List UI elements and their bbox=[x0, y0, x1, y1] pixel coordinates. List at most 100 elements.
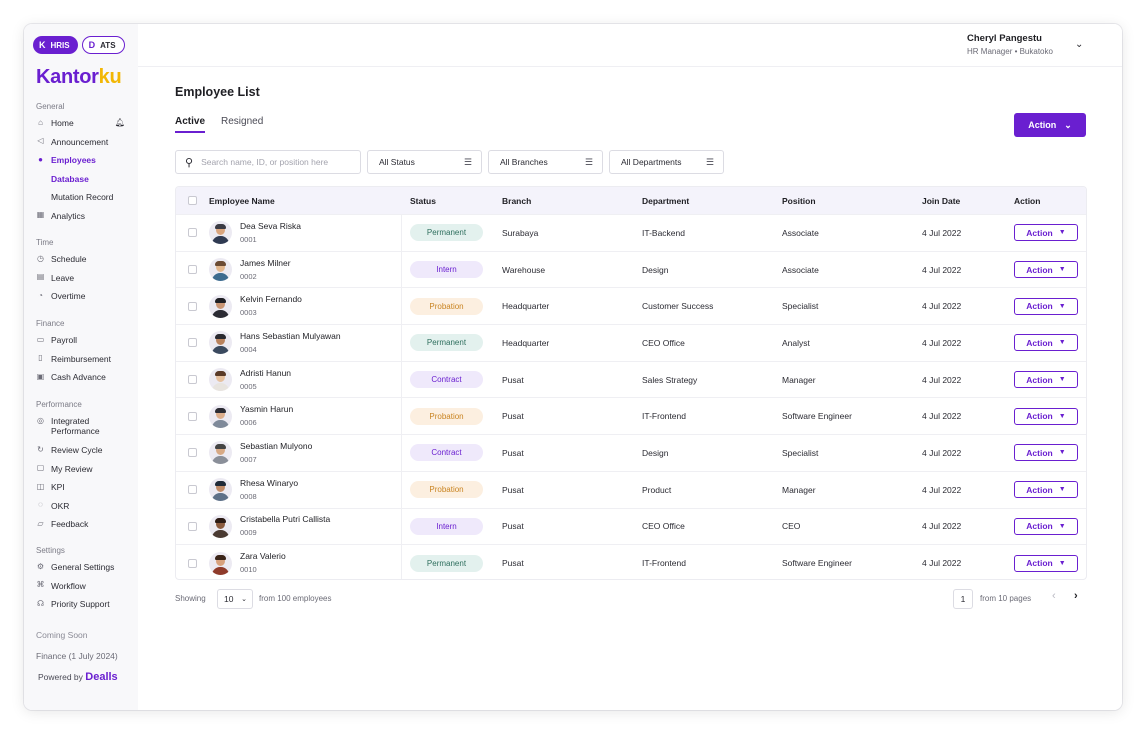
filter-status-dropdown[interactable]: All Status ☰ bbox=[367, 150, 482, 174]
hris-switch-button[interactable]: K HRIS bbox=[33, 36, 78, 54]
table-row[interactable]: Zara Valerio 0010 Permanent Pusat IT-Fro… bbox=[176, 544, 1086, 579]
select-all-checkbox[interactable] bbox=[188, 196, 197, 205]
row-checkbox[interactable] bbox=[188, 448, 197, 458]
row-checkbox[interactable] bbox=[188, 558, 197, 568]
tab-resigned[interactable]: Resigned bbox=[221, 116, 264, 127]
row-action-button[interactable]: Action ▼ bbox=[1014, 444, 1078, 462]
sidebar-item-mutation-record[interactable]: Mutation Record bbox=[24, 192, 138, 202]
sidebar-item-label: Cash Advance bbox=[51, 372, 106, 382]
row-action-button[interactable]: Action ▼ bbox=[1014, 371, 1078, 389]
sidebar-item-workflow[interactable]: ⌘ Workflow bbox=[24, 580, 138, 591]
sidebar-item-label: Schedule bbox=[51, 254, 87, 264]
current-page-input[interactable]: 1 bbox=[953, 589, 973, 609]
user-name[interactable]: Cheryl Pangestu bbox=[967, 33, 1042, 44]
notification-bell-icon[interactable]: 🔔︎ bbox=[114, 118, 125, 127]
row-action-button[interactable]: Action ▼ bbox=[1014, 224, 1078, 242]
sidebar-item-overtime[interactable]: ◔ Overtime bbox=[24, 291, 138, 302]
sidebar-item-home[interactable]: ⌂ Home 🔔︎ bbox=[24, 118, 138, 129]
employee-name: Dea Seva Riska bbox=[240, 220, 301, 231]
row-action-button[interactable]: Action ▼ bbox=[1014, 517, 1078, 535]
table-row[interactable]: Sebastian Mulyono 0007 Contract Pusat De… bbox=[176, 434, 1086, 471]
tab-active[interactable]: Active bbox=[175, 116, 206, 133]
sidebar-item-schedule[interactable]: ◷ Schedule bbox=[24, 254, 138, 265]
header-employee-name[interactable]: Employee Name bbox=[209, 195, 275, 206]
sidebar-item-general-settings[interactable]: ⚙ General Settings bbox=[24, 562, 138, 573]
row-checkbox[interactable] bbox=[188, 521, 197, 531]
sidebar-item-kpi[interactable]: ◫ KPI bbox=[24, 482, 138, 493]
filter-branches-dropdown[interactable]: All Branches ☰ bbox=[488, 150, 603, 174]
sidebar-item-reimbursement[interactable]: ▯ Reimbursement bbox=[24, 353, 138, 364]
sidebar-item-my-review[interactable]: ▢ My Review bbox=[24, 463, 138, 474]
sidebar-item-database[interactable]: Database bbox=[24, 174, 138, 184]
status-badge: Intern bbox=[410, 261, 483, 279]
row-action-label: Action bbox=[1026, 301, 1053, 312]
employee-cell[interactable]: Sebastian Mulyono 0007 bbox=[209, 441, 312, 465]
search-box[interactable]: ⚲ bbox=[175, 150, 361, 174]
ats-switch-button[interactable]: D ATS bbox=[81, 36, 125, 54]
receipt-icon: ▯ bbox=[38, 353, 43, 362]
row-action-button[interactable]: Action ▼ bbox=[1014, 297, 1078, 315]
action-button[interactable]: Action ⌄ bbox=[1014, 113, 1086, 137]
app-window: K HRIS D ATS Kantorku General ⌂ Home 🔔︎ ◁ A… bbox=[24, 24, 1122, 710]
showing-label: Showing bbox=[175, 594, 206, 603]
sidebar-item-cash-advance[interactable]: ▣ Cash Advance bbox=[24, 372, 138, 383]
table-row[interactable]: Kelvin Fernando 0003 Probation Headquart… bbox=[176, 287, 1086, 325]
header-status[interactable]: Status bbox=[410, 195, 436, 206]
table-row[interactable]: Cristabella Putri Callista 0009 Intern P… bbox=[176, 507, 1086, 545]
row-checkbox[interactable] bbox=[188, 265, 197, 275]
page-size-select[interactable]: 10 ⌄ bbox=[217, 589, 253, 609]
employee-cell[interactable]: Cristabella Putri Callista 0009 bbox=[209, 514, 330, 538]
sidebar-item-feedback[interactable]: ▱ Feedback bbox=[24, 519, 138, 530]
row-checkbox[interactable] bbox=[188, 375, 197, 385]
prev-page-icon[interactable]: ‹ bbox=[1052, 590, 1056, 602]
row-action-button[interactable]: Action ▼ bbox=[1014, 407, 1078, 425]
next-page-icon[interactable]: › bbox=[1074, 590, 1078, 602]
employee-cell[interactable]: Hans Sebastian Mulyawan 0004 bbox=[209, 331, 341, 355]
user-role: HR Manager • Bukatoko bbox=[967, 47, 1053, 56]
table-row[interactable]: Rhesa Winaryo 0008 Probation Pusat Produ… bbox=[176, 470, 1086, 508]
sidebar-item-priority-support[interactable]: ☊ Priority Support bbox=[24, 599, 138, 610]
group-title-settings: Settings bbox=[36, 546, 65, 555]
sidebar-item-okr[interactable]: ◌ OKR bbox=[24, 500, 138, 511]
row-checkbox[interactable] bbox=[188, 485, 197, 495]
employee-cell[interactable]: Yasmin Harun 0006 bbox=[209, 404, 293, 428]
row-action-button[interactable]: Action ▼ bbox=[1014, 481, 1078, 499]
sidebar-item-analytics[interactable]: ▦ Analytics bbox=[24, 210, 138, 221]
header-branch[interactable]: Branch bbox=[502, 195, 532, 206]
row-action-button[interactable]: Action ▼ bbox=[1014, 261, 1078, 279]
employee-cell[interactable]: Dea Seva Riska 0001 bbox=[209, 221, 301, 245]
chevron-down-icon[interactable]: ⌄ bbox=[1075, 39, 1084, 50]
department-cell: Product bbox=[642, 484, 672, 495]
sidebar-item-integrated-performance[interactable]: ◎ Integrated Performance bbox=[24, 416, 138, 437]
row-checkbox[interactable] bbox=[188, 301, 197, 311]
branch-cell: Pusat bbox=[502, 411, 524, 422]
header-join-date[interactable]: Join Date bbox=[922, 195, 961, 206]
employee-cell[interactable]: Zara Valerio 0010 bbox=[209, 551, 286, 575]
sidebar-item-payroll[interactable]: ▭ Payroll bbox=[24, 335, 138, 346]
row-action-button[interactable]: Action ▼ bbox=[1014, 334, 1078, 352]
sidebar-item-leave[interactable]: ▤ Leave bbox=[24, 272, 138, 283]
row-action-button[interactable]: Action ▼ bbox=[1014, 554, 1078, 572]
employee-cell[interactable]: Rhesa Winaryo 0008 bbox=[209, 478, 298, 502]
employee-cell[interactable]: Adristi Hanun 0005 bbox=[209, 368, 291, 392]
sidebar-item-review-cycle[interactable]: ↻ Review Cycle bbox=[24, 445, 138, 456]
table-row[interactable]: Adristi Hanun 0005 Contract Pusat Sales … bbox=[176, 360, 1086, 398]
table-row[interactable]: Hans Sebastian Mulyawan 0004 Permanent H… bbox=[176, 324, 1086, 361]
header-position[interactable]: Position bbox=[782, 195, 816, 206]
dealls-logo[interactable]: Dealls bbox=[85, 671, 118, 683]
row-checkbox[interactable] bbox=[188, 338, 197, 348]
row-checkbox[interactable] bbox=[188, 411, 197, 421]
sidebar-item-employees[interactable]: ● Employees bbox=[24, 155, 138, 166]
employee-cell[interactable]: Kelvin Fernando 0003 bbox=[209, 294, 302, 318]
filter-departments-dropdown[interactable]: All Departments ☰ bbox=[609, 150, 724, 174]
table-row[interactable]: Yasmin Harun 0006 Probation Pusat IT-Fro… bbox=[176, 397, 1086, 435]
filter-icon: ☰ bbox=[705, 156, 714, 167]
sidebar-item-announcement[interactable]: ◁ Announcement bbox=[24, 136, 138, 147]
search-input[interactable] bbox=[201, 157, 352, 167]
employee-cell[interactable]: James Milner 0002 bbox=[209, 258, 291, 282]
header-department[interactable]: Department bbox=[642, 195, 690, 206]
row-checkbox[interactable] bbox=[188, 228, 197, 238]
table-row[interactable]: James Milner 0002 Intern Warehouse Desig… bbox=[176, 250, 1086, 288]
table-row[interactable]: Dea Seva Riska 0001 Permanent Surabaya I… bbox=[176, 214, 1086, 251]
kantorku-logo[interactable]: Kantorku bbox=[36, 66, 122, 89]
